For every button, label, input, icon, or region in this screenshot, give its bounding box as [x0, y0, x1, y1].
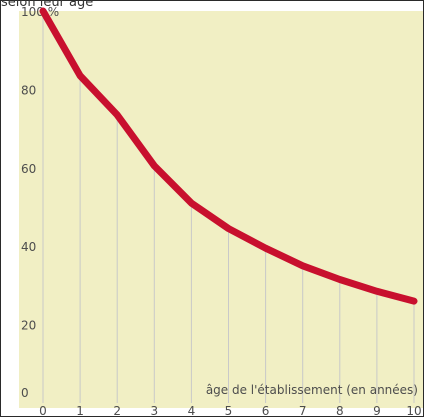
x-tick-label-0: 0: [39, 404, 47, 418]
data-point-8: [338, 278, 342, 282]
y-tick-label-40: 40: [21, 240, 36, 254]
x-tick-label-5: 5: [225, 404, 233, 418]
data-point-3: [152, 164, 156, 168]
x-tick-label-1: 1: [76, 404, 84, 418]
x-tick-label-9: 9: [373, 404, 381, 418]
data-point-5: [227, 227, 231, 231]
data-point-0: [41, 9, 45, 13]
x-axis-label: âge de l'établissement (en années): [206, 383, 418, 397]
data-point-2: [115, 113, 119, 117]
data-point-7: [301, 264, 305, 268]
data-point-9: [375, 289, 379, 293]
chart-title: selon leur âge: [1, 0, 94, 10]
y-tick-label-20: 20: [21, 319, 36, 333]
data-point-10: [412, 299, 416, 303]
y-tick-label-60: 60: [21, 162, 36, 176]
x-tick-label-7: 7: [299, 404, 307, 418]
y-tick-label-0: 0: [21, 386, 29, 400]
plot-background: [19, 11, 423, 408]
x-tick-label-10: 10: [406, 404, 421, 418]
x-tick-label-8: 8: [336, 404, 344, 418]
x-tick-label-3: 3: [150, 404, 158, 418]
data-point-6: [264, 246, 268, 250]
data-point-1: [78, 74, 82, 78]
x-tick-label-2: 2: [113, 404, 121, 418]
y-tick-label-80: 80: [21, 83, 36, 97]
x-tick-label-4: 4: [188, 404, 196, 418]
data-line: [39, 7, 418, 305]
data-point-4: [189, 201, 193, 205]
x-tick-label-6: 6: [262, 404, 270, 418]
